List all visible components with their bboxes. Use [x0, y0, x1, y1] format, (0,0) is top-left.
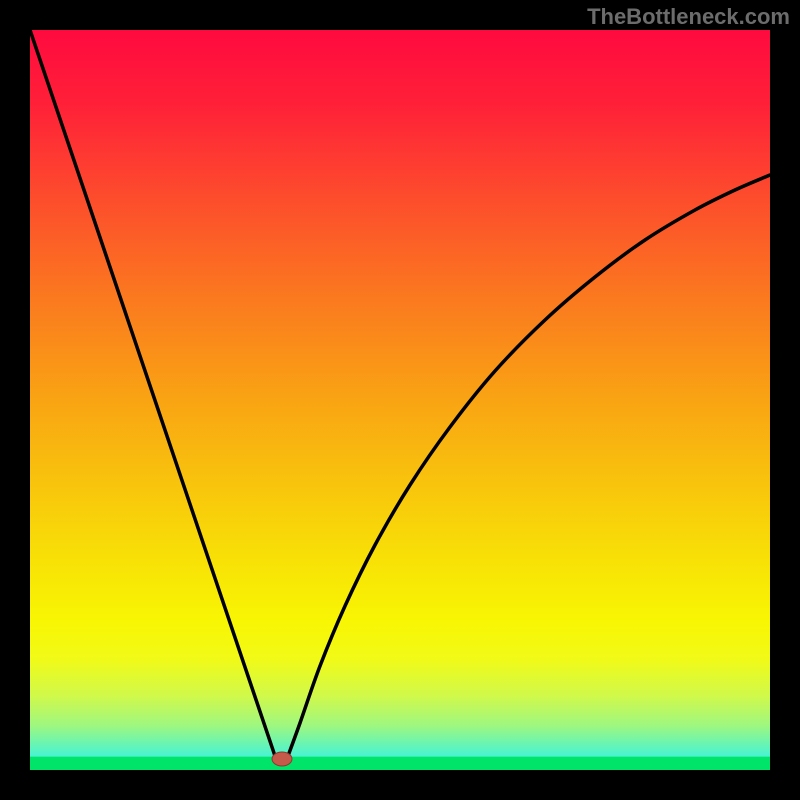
gradient-background — [30, 30, 770, 770]
attribution-text: TheBottleneck.com — [587, 4, 790, 30]
plot-area — [30, 30, 770, 770]
chart-svg — [30, 30, 770, 770]
bottom-green-band — [30, 757, 770, 770]
minimum-marker — [272, 752, 292, 766]
chart-frame: TheBottleneck.com — [0, 0, 800, 800]
